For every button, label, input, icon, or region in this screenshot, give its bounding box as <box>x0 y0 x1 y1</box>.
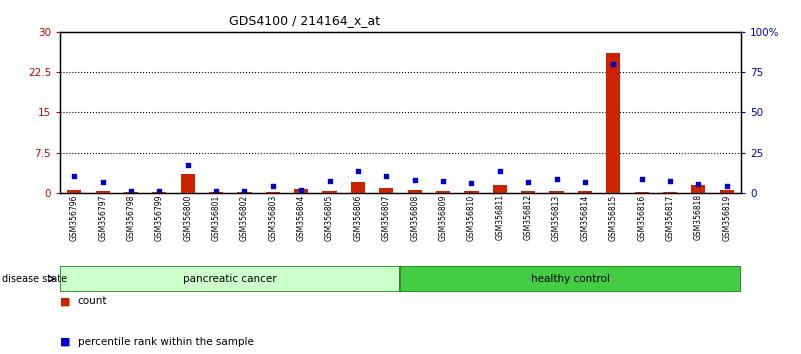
Point <box>295 187 308 193</box>
Bar <box>67 190 82 193</box>
Bar <box>549 191 564 193</box>
Bar <box>634 192 649 193</box>
Point <box>692 181 705 187</box>
Text: healthy control: healthy control <box>531 274 610 284</box>
Bar <box>351 182 365 193</box>
Bar <box>408 190 422 193</box>
Bar <box>691 185 706 193</box>
Bar <box>237 192 252 193</box>
Bar <box>124 192 138 193</box>
Point <box>68 173 81 179</box>
Bar <box>95 191 110 193</box>
Point <box>465 181 478 186</box>
Point <box>550 176 563 182</box>
Bar <box>578 191 592 193</box>
Bar <box>181 174 195 193</box>
Point <box>720 183 733 189</box>
Bar <box>465 191 478 193</box>
Bar <box>521 191 535 193</box>
Bar <box>606 53 620 193</box>
Bar <box>436 191 450 193</box>
Point <box>323 178 336 184</box>
Point <box>437 178 449 184</box>
Bar <box>152 192 167 193</box>
Point <box>125 188 138 194</box>
Point <box>238 188 251 194</box>
Text: disease state: disease state <box>2 274 66 284</box>
Text: pancreatic cancer: pancreatic cancer <box>183 274 277 284</box>
Text: percentile rank within the sample: percentile rank within the sample <box>78 337 254 347</box>
Point <box>409 177 421 183</box>
FancyBboxPatch shape <box>60 266 400 292</box>
Text: GDS4100 / 214164_x_at: GDS4100 / 214164_x_at <box>229 14 380 27</box>
Bar <box>209 192 223 193</box>
Bar <box>266 192 280 193</box>
Text: count: count <box>78 296 107 306</box>
Point <box>181 162 194 167</box>
Bar <box>663 192 677 193</box>
Bar <box>323 191 336 193</box>
Point <box>380 173 392 179</box>
Bar <box>493 185 507 193</box>
Point <box>521 179 534 185</box>
Text: ■: ■ <box>60 337 70 347</box>
Point <box>663 178 676 184</box>
Bar <box>294 189 308 193</box>
Point <box>352 169 364 174</box>
Point <box>153 188 166 194</box>
Point <box>267 183 280 189</box>
Bar <box>719 190 734 193</box>
Bar <box>379 188 393 193</box>
Text: ■: ■ <box>60 296 70 306</box>
Point <box>210 188 223 194</box>
Point <box>635 176 648 182</box>
Point <box>493 169 506 174</box>
Point <box>607 61 620 67</box>
FancyBboxPatch shape <box>400 266 741 292</box>
Point <box>96 179 109 184</box>
Point <box>578 179 591 184</box>
